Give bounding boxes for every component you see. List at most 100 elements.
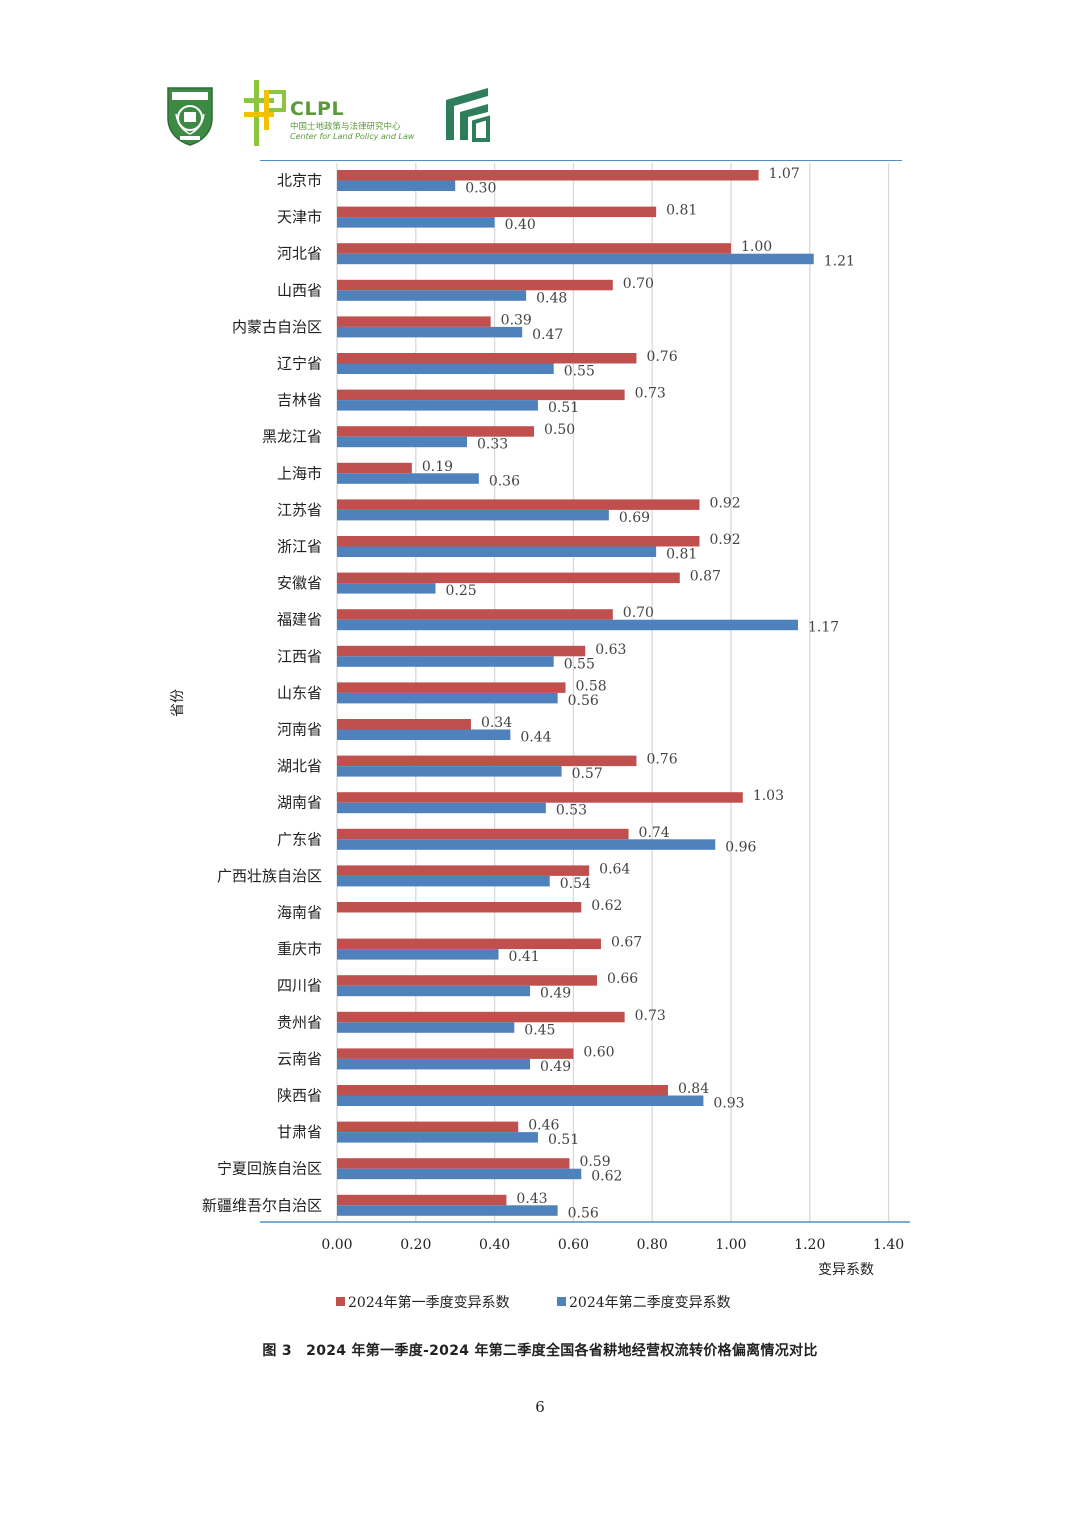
data-label-q2: 0.49 <box>540 986 571 1002</box>
legend-label-q1: 2024年第一季度变异系数 <box>348 1295 510 1311</box>
data-label-q1: 0.84 <box>678 1081 709 1097</box>
x-tick-label: 0.00 <box>321 1237 352 1253</box>
bar-q1 <box>337 938 601 950</box>
data-label-q2: 0.53 <box>556 803 587 819</box>
clpl-name: CLPL <box>290 98 345 120</box>
data-label-q2: 0.45 <box>524 1022 555 1038</box>
data-label-q2: 0.51 <box>548 1132 579 1148</box>
clpl-english-name: Center for Land Policy and Law <box>290 132 415 141</box>
data-label-q1: 0.63 <box>595 642 626 658</box>
bar-q1 <box>337 645 586 657</box>
bar-q1 <box>337 389 625 401</box>
data-label-q1: 0.58 <box>576 678 607 694</box>
bar-q1 <box>337 462 412 474</box>
bar-q1 <box>337 792 743 803</box>
category-label: 辽宁省 <box>277 355 322 373</box>
bar-q1 <box>337 170 759 181</box>
data-label-q2: 0.55 <box>564 364 595 380</box>
category-label: 山西省 <box>277 281 322 299</box>
institute-logo <box>446 88 490 142</box>
category-label: 江西省 <box>277 647 322 665</box>
data-label-q2: 0.56 <box>568 1205 599 1221</box>
bar-q1 <box>337 279 613 291</box>
data-label-q1: 0.19 <box>422 459 453 475</box>
bar-q2 <box>337 692 558 704</box>
category-label: 宁夏回族自治区 <box>217 1160 322 1178</box>
data-label-q2: 0.69 <box>619 510 650 526</box>
category-label: 浙江省 <box>277 538 322 556</box>
data-label-q2: 0.36 <box>489 473 520 489</box>
data-label-q2: 0.25 <box>446 583 477 599</box>
bar-q2 <box>337 729 511 740</box>
bar-q2 <box>337 619 798 631</box>
category-label: 湖南省 <box>277 794 322 812</box>
data-label-q2: 0.96 <box>725 839 756 855</box>
bar-q1 <box>337 316 491 327</box>
bar-q1 <box>337 682 566 693</box>
data-label-q1: 0.50 <box>544 422 575 438</box>
category-label: 海南省 <box>277 904 322 922</box>
x-axis-title: 变异系数 <box>818 1262 874 1278</box>
category-label: 新疆维吾尔自治区 <box>202 1196 322 1214</box>
data-label-q1: 0.43 <box>516 1191 547 1207</box>
x-tick-label: 0.40 <box>479 1237 510 1253</box>
data-label-q1: 1.03 <box>753 788 784 804</box>
bar-q2 <box>337 949 499 960</box>
category-label: 福建省 <box>277 611 322 629</box>
data-label-q2: 0.51 <box>548 400 579 416</box>
bar-q1 <box>337 1048 574 1059</box>
bar-q2 <box>337 1058 531 1070</box>
data-label-q2: 0.93 <box>713 1096 744 1112</box>
bar-q1 <box>337 1121 519 1133</box>
category-label: 河北省 <box>277 245 322 263</box>
data-label-q2: 0.47 <box>532 327 563 343</box>
data-label-q1: 0.92 <box>709 495 740 511</box>
data-label-q2: 0.48 <box>536 290 567 306</box>
bar-q1 <box>337 1194 507 1206</box>
bar-q2 <box>337 473 479 484</box>
category-label: 江苏省 <box>277 501 322 519</box>
legend-item-q1: 2024年第一季度变异系数 <box>336 1292 510 1312</box>
data-label-q1: 0.70 <box>623 605 654 621</box>
data-label-q2: 0.33 <box>477 437 508 453</box>
category-label: 河南省 <box>277 721 322 739</box>
data-label-q2: 0.41 <box>509 949 540 965</box>
data-label-q2: 0.30 <box>465 181 496 197</box>
category-label: 天津市 <box>277 208 322 226</box>
category-label: 湖北省 <box>277 757 322 775</box>
bar-q1 <box>337 719 471 730</box>
bar-q2 <box>337 1022 515 1033</box>
bar-q2 <box>337 180 456 191</box>
category-label: 吉林省 <box>277 391 322 409</box>
category-label: 云南省 <box>277 1050 322 1068</box>
x-tick-label: 0.80 <box>637 1237 668 1253</box>
data-label-q2: 0.56 <box>568 693 599 709</box>
data-label-q2: 0.55 <box>564 656 595 672</box>
bar-q2 <box>337 400 538 411</box>
figure-caption: 图 3 2024 年第一季度-2024 年第二季度全国各省耕地经营权流转价格偏离… <box>262 1343 818 1359</box>
bar-q2 <box>337 253 814 265</box>
y-axis-title: 省份 <box>170 689 186 717</box>
legend-swatch-q1 <box>336 1297 345 1306</box>
data-label-q1: 0.81 <box>666 203 697 219</box>
data-label-q2: 0.44 <box>520 730 551 746</box>
category-label: 甘肃省 <box>277 1123 322 1141</box>
category-label: 四川省 <box>277 977 322 995</box>
clpl-mark-icon <box>244 80 286 146</box>
page-header: CLPL 中国土地政策与法律研究中心 Center for Land Polic… <box>0 0 1080 160</box>
x-tick-label: 0.60 <box>558 1237 589 1253</box>
bar-q1 <box>337 902 582 913</box>
category-label: 陕西省 <box>277 1087 322 1105</box>
bar-q2 <box>337 290 527 301</box>
data-label-q2: 0.54 <box>560 876 591 892</box>
header-rule <box>260 160 902 161</box>
bar-q1 <box>337 1011 625 1023</box>
bar-q1 <box>337 499 700 510</box>
legend-swatch-q2 <box>557 1297 566 1306</box>
x-tick-label: 1.20 <box>794 1237 825 1253</box>
bar-q1 <box>337 828 629 840</box>
data-label-q2: 0.81 <box>666 547 697 563</box>
bar-q1 <box>337 1158 570 1169</box>
data-label-q1: 0.59 <box>579 1154 610 1170</box>
bar-q2 <box>337 436 468 448</box>
